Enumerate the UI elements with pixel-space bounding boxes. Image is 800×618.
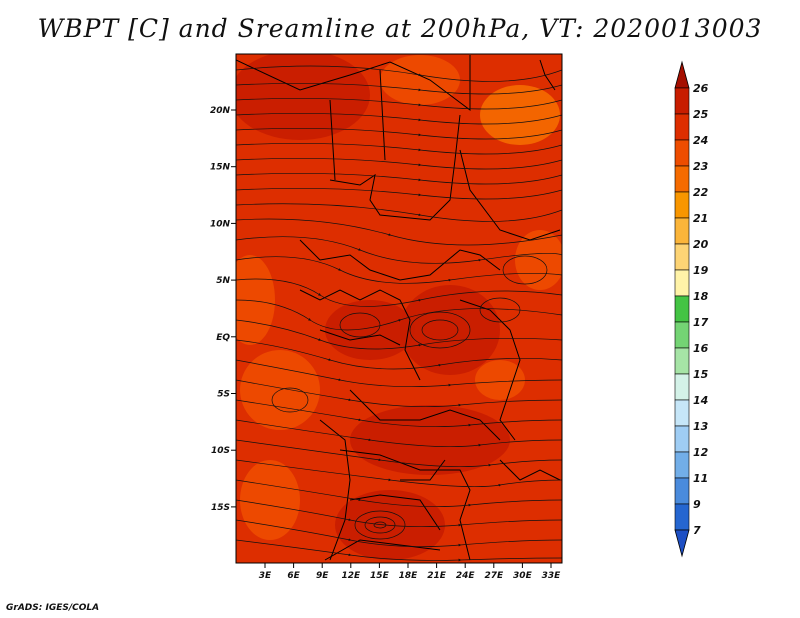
colorbar-box <box>674 373 690 401</box>
colorbar-label: 20 <box>693 238 709 251</box>
colorbar-box <box>674 503 690 531</box>
colorbar-box <box>674 165 690 193</box>
colorbar-box <box>674 139 690 167</box>
colorbar-box <box>674 321 690 349</box>
lon-tick-label: 18E <box>399 571 419 581</box>
colorbar-label: 9 <box>693 498 701 511</box>
colorbar-label: 25 <box>693 108 709 121</box>
colorbar-box <box>674 451 690 479</box>
lon-tick-label: 12E <box>341 571 361 581</box>
lat-tick-label: 15S <box>211 503 230 513</box>
lon-tick-label: 21E <box>427 571 447 581</box>
lat-tick-label: 5N <box>216 276 230 286</box>
latitude-axis: 20N 15N 10N 5N EQ 5S 10S 15S <box>210 106 236 513</box>
country-borders <box>236 55 561 561</box>
lon-tick-label: 9E <box>316 571 329 581</box>
colorbar-label: 12 <box>693 446 709 459</box>
lat-tick-label: 5S <box>217 390 230 400</box>
lon-tick-label: 30E <box>513 571 533 581</box>
map-panel <box>236 54 562 563</box>
lon-tick-label: 24E <box>456 571 476 581</box>
colorbar-label: 17 <box>693 316 709 329</box>
colorbar-label: 7 <box>693 524 701 537</box>
colorbar-box <box>674 113 690 141</box>
footer-credit: GrADS: IGES/COLA <box>6 603 100 613</box>
lon-tick-label: 27E <box>484 571 504 581</box>
colorbar-label: 19 <box>693 264 709 277</box>
colorbar-label: 18 <box>693 290 709 303</box>
lon-tick-label: 33E <box>542 571 562 581</box>
colorbar-label: 16 <box>693 342 709 355</box>
colorbar-box <box>674 347 690 375</box>
colorbar-box <box>674 87 690 115</box>
colorbar-box <box>674 477 690 505</box>
colorbar-label: 24 <box>693 134 708 147</box>
colorbar-box <box>674 243 690 271</box>
temperature-shading <box>236 54 562 560</box>
lat-tick-label: 10S <box>211 446 230 456</box>
colorbar-box <box>674 217 690 245</box>
colorbar-label: 15 <box>693 368 709 381</box>
colorbar: 26 25 24 23 22 21 20 19 18 17 16 15 14 13 12 11 9 7 <box>674 60 709 558</box>
colorbar-bottom-arrow <box>674 529 690 558</box>
colorbar-label: 26 <box>693 82 709 95</box>
colorbar-top-arrow <box>674 60 690 89</box>
lon-tick-label: 6E <box>287 571 300 581</box>
colorbar-label: 23 <box>693 160 709 173</box>
colorbar-box <box>674 425 690 453</box>
colorbar-box <box>674 399 690 427</box>
chart-title: WBPT [C] and Sreamline at 200hPa, VT: 20… <box>37 14 763 43</box>
colorbar-label: 14 <box>693 394 708 407</box>
colorbar-label: 21 <box>693 212 708 225</box>
streamlines <box>236 65 562 562</box>
map-frame <box>235 53 563 564</box>
colorbar-label: 11 <box>693 472 708 485</box>
colorbar-label: 13 <box>693 420 709 433</box>
lat-tick-label: 20N <box>210 106 231 116</box>
colorbar-box <box>674 295 690 323</box>
longitude-axis: 3E 6E 9E 12E 15E 18E 21E 24E 27E 30E 33E <box>259 563 561 581</box>
lon-tick-label: 15E <box>370 571 390 581</box>
lat-tick-label: EQ <box>216 333 230 343</box>
colorbar-box <box>674 191 690 219</box>
colorbar-label: 22 <box>693 186 709 199</box>
lon-tick-label: 3E <box>259 571 272 581</box>
lat-tick-label: 15N <box>210 163 231 173</box>
lat-tick-label: 10N <box>210 219 231 229</box>
colorbar-box <box>674 269 690 297</box>
